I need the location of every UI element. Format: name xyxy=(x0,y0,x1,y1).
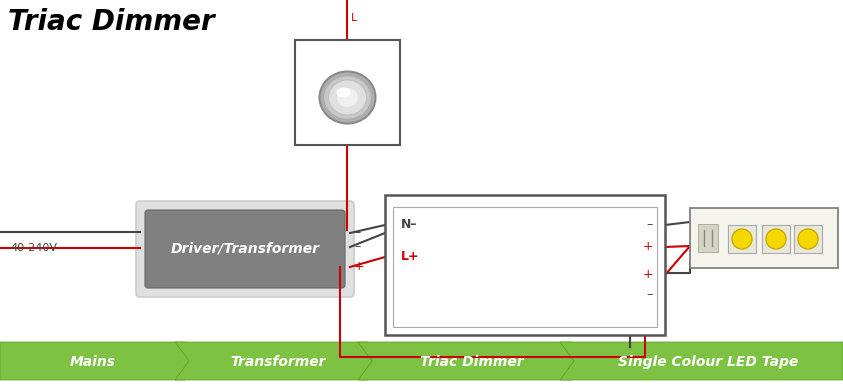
Ellipse shape xyxy=(732,229,752,249)
Polygon shape xyxy=(175,342,382,380)
Ellipse shape xyxy=(329,80,367,115)
Ellipse shape xyxy=(336,88,351,98)
Text: L+: L+ xyxy=(401,250,420,263)
Text: –: – xyxy=(354,227,360,240)
Text: +: + xyxy=(642,268,653,281)
Text: Single Colour LED Tape: Single Colour LED Tape xyxy=(619,355,798,369)
Text: +: + xyxy=(642,240,653,253)
FancyBboxPatch shape xyxy=(145,210,345,288)
FancyBboxPatch shape xyxy=(136,201,354,297)
Ellipse shape xyxy=(798,229,818,249)
Bar xyxy=(295,40,400,145)
Text: –: – xyxy=(647,218,653,232)
Polygon shape xyxy=(560,342,843,380)
Ellipse shape xyxy=(324,76,372,119)
Text: Driver/Transformer: Driver/Transformer xyxy=(170,242,319,256)
Text: Transformer: Transformer xyxy=(231,355,326,369)
Text: N–: N– xyxy=(401,218,417,232)
Bar xyxy=(762,225,790,253)
Text: 40-240V: 40-240V xyxy=(10,243,57,253)
Bar xyxy=(794,225,822,253)
Text: Triac Dimmer: Triac Dimmer xyxy=(8,8,215,36)
Text: –: – xyxy=(354,240,360,253)
Ellipse shape xyxy=(766,229,786,249)
Ellipse shape xyxy=(336,88,358,108)
Bar xyxy=(698,224,718,252)
Text: –: – xyxy=(647,288,653,301)
Polygon shape xyxy=(358,342,586,380)
Bar xyxy=(385,195,665,335)
Text: Triac Dimmer: Triac Dimmer xyxy=(420,355,524,369)
Text: +: + xyxy=(354,260,365,273)
Text: L: L xyxy=(351,13,357,23)
Text: Mains: Mains xyxy=(69,355,115,369)
Polygon shape xyxy=(0,342,199,380)
Bar xyxy=(690,208,838,268)
Ellipse shape xyxy=(319,71,375,124)
Bar xyxy=(393,207,657,327)
Bar xyxy=(728,225,756,253)
